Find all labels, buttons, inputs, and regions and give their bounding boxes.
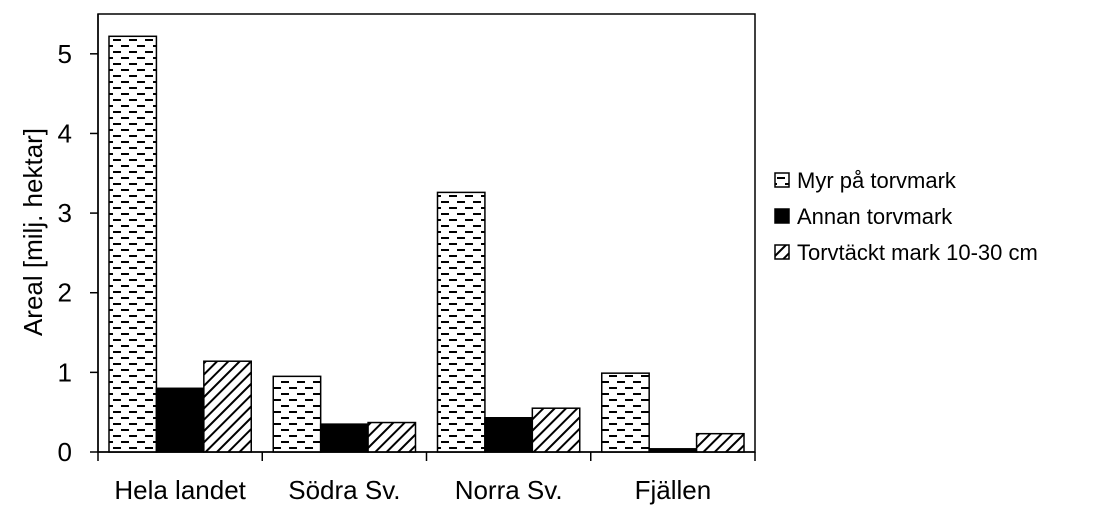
y-tick-label: 4 — [58, 118, 72, 148]
legend-swatch — [774, 172, 790, 188]
bar — [695, 432, 745, 453]
x-category-label: Södra Sv. — [288, 475, 400, 505]
y-axis-title: Areal [milj. hektar] — [18, 128, 48, 336]
bar — [601, 372, 650, 453]
y-tick-label: 1 — [58, 357, 72, 387]
bar — [436, 191, 486, 453]
bar — [367, 421, 417, 453]
bar — [272, 375, 322, 453]
x-category-label: Norra Sv. — [455, 475, 563, 505]
legend-label: Myr på torvmark — [797, 168, 957, 193]
plot-area — [97, 13, 756, 453]
legend-label: Torvtäckt mark 10-30 cm — [797, 240, 1038, 265]
legend-swatch — [774, 208, 790, 224]
bar — [155, 387, 205, 453]
y-tick-label: 0 — [58, 437, 72, 467]
bar — [203, 360, 252, 453]
x-category-label: Fjällen — [635, 475, 712, 505]
bar — [108, 35, 158, 453]
legend-swatch — [774, 244, 790, 260]
x-category-label: Hela landet — [114, 475, 246, 505]
y-tick-label: 5 — [58, 39, 72, 69]
y-tick-label: 3 — [58, 198, 72, 228]
bar — [319, 423, 369, 453]
bar — [484, 417, 534, 453]
y-tick-label: 2 — [58, 278, 72, 308]
bar — [531, 407, 581, 453]
legend-label: Annan torvmark — [797, 204, 953, 229]
